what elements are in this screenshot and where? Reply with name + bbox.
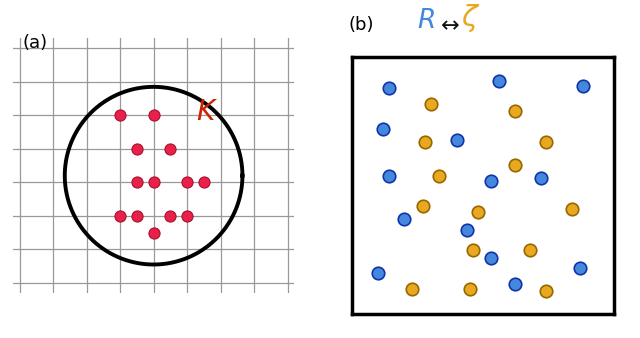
Text: $\leftrightarrow$: $\leftrightarrow$ xyxy=(436,14,460,34)
Text: (a): (a) xyxy=(23,34,48,52)
Text: $\mathbf{\mathit{K}}$: $\mathbf{\mathit{K}}$ xyxy=(196,98,218,126)
Text: $\mathit{R}$: $\mathit{R}$ xyxy=(417,8,435,34)
Text: $\zeta$: $\zeta$ xyxy=(461,2,480,34)
Text: (b): (b) xyxy=(349,16,374,34)
